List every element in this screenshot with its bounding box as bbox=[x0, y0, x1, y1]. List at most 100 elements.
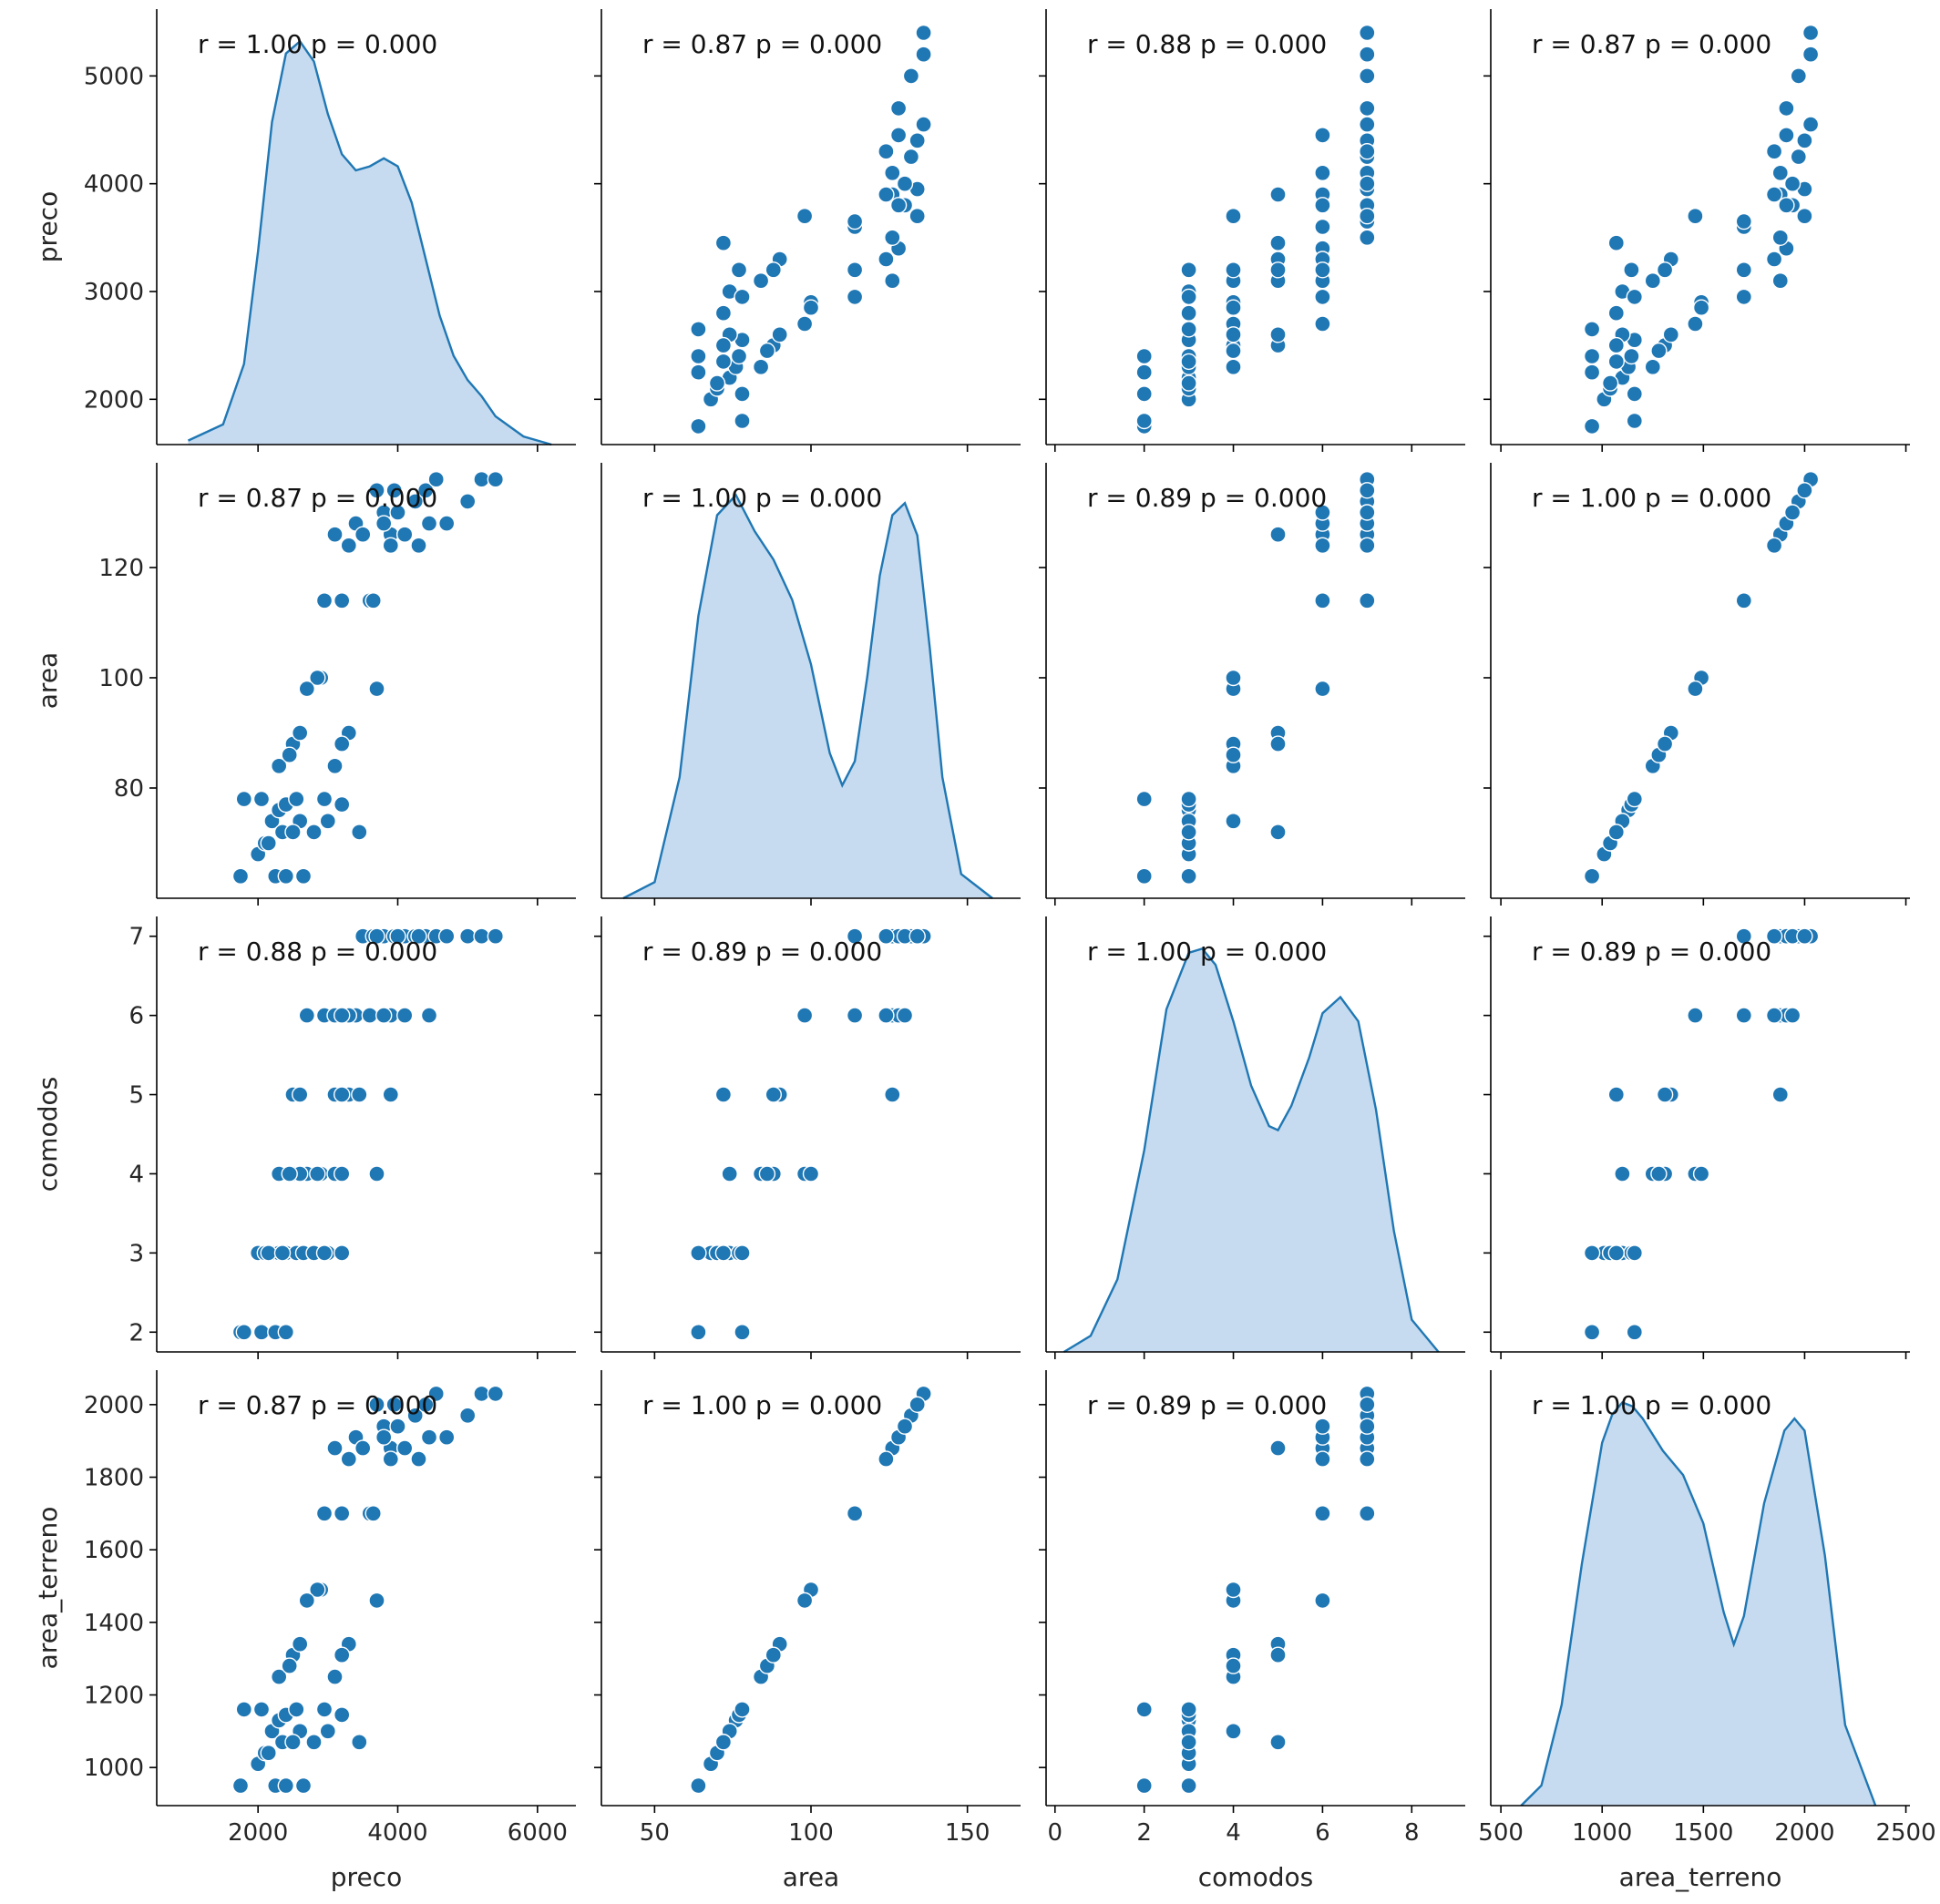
scatter-point-47 bbox=[364, 1505, 382, 1522]
scatter-point-44 bbox=[1314, 537, 1331, 554]
scatter-point-17 bbox=[1180, 790, 1197, 808]
scatter-point-34 bbox=[334, 735, 351, 752]
y-tick-label: 1000 bbox=[84, 1755, 144, 1782]
scatter-point-4 bbox=[1583, 1324, 1601, 1341]
scatter-point-16 bbox=[714, 353, 733, 371]
scatter-point-11 bbox=[1180, 867, 1197, 885]
scatter-point-36 bbox=[315, 1505, 334, 1522]
scatter-point-48 bbox=[889, 197, 908, 214]
scatter-point-25 bbox=[796, 207, 814, 225]
panel-preco-vs-area: r = 0.87 p = 0.000 bbox=[594, 9, 1021, 452]
scatter-point-44 bbox=[878, 251, 895, 268]
y-axis-label-area: area bbox=[33, 652, 63, 709]
scatter-point-52 bbox=[908, 132, 926, 149]
scatter-point-4 bbox=[690, 347, 707, 365]
scatter-point-37 bbox=[326, 526, 344, 543]
scatter-point-10 bbox=[288, 1701, 305, 1718]
scatter-point-11 bbox=[690, 321, 707, 338]
scatter-point-43 bbox=[896, 1007, 914, 1024]
scatter-point-11 bbox=[294, 867, 313, 885]
scatter-point-4 bbox=[277, 1324, 294, 1341]
scatter-point-40 bbox=[382, 1450, 399, 1468]
panel-area-vs-comodos: r = 0.89 p = 0.000 bbox=[1039, 463, 1465, 906]
panel-area_terreno-vs-area_terreno: 500 1000 1500 2000 2500 r = 1.00 p = 0.000 bbox=[1478, 1370, 1936, 1847]
scatter-point-35 bbox=[796, 315, 814, 333]
scatter-point-53 bbox=[1801, 116, 1820, 133]
scatter-point-50 bbox=[396, 526, 414, 543]
correlation-annotation: r = 0.89 p = 0.000 bbox=[1532, 937, 1771, 967]
x-tick-label: 4000 bbox=[367, 1819, 427, 1847]
scatter-point-35 bbox=[1687, 315, 1704, 333]
scatter-point-35 bbox=[1314, 1592, 1331, 1610]
scatter-point-26 bbox=[802, 299, 820, 316]
x-tick-label: 500 bbox=[1478, 1819, 1524, 1847]
scatter-point-48 bbox=[375, 1428, 393, 1446]
scatter-point-4 bbox=[1135, 347, 1153, 365]
scatter-point-43 bbox=[1783, 1007, 1801, 1024]
scatter-point-43 bbox=[375, 1007, 393, 1024]
panel-preco-vs-area_terreno: r = 0.87 p = 0.000 bbox=[1483, 9, 1910, 452]
y-tick-label: 2 bbox=[128, 1319, 144, 1346]
scatter-point-59 bbox=[1359, 537, 1376, 554]
scatter-point-25 bbox=[368, 1592, 385, 1610]
scatter-point-35 bbox=[1314, 315, 1331, 333]
scatter-point-29 bbox=[1662, 326, 1680, 343]
scatter-point-40 bbox=[382, 537, 399, 554]
scatter-point-23 bbox=[334, 1165, 351, 1182]
correlation-annotation: r = 0.89 p = 0.000 bbox=[642, 937, 882, 967]
scatter-point-15 bbox=[260, 834, 277, 852]
scatter-point-25 bbox=[1225, 207, 1242, 225]
scatter-point-32 bbox=[351, 1734, 368, 1751]
scatter-point-12 bbox=[1180, 304, 1197, 322]
scatter-point-58 bbox=[1359, 175, 1376, 192]
scatter-point-58 bbox=[389, 1418, 406, 1435]
scatter-point-34 bbox=[1656, 1086, 1674, 1103]
scatter-point-2 bbox=[252, 1324, 271, 1341]
scatter-point-26 bbox=[1225, 669, 1242, 687]
scatter-point-17 bbox=[734, 1244, 751, 1262]
x-tick-label: 50 bbox=[640, 1819, 670, 1847]
scatter-point-0 bbox=[690, 417, 707, 435]
scatter-point-54 bbox=[889, 99, 908, 118]
scatter-point-56 bbox=[473, 927, 490, 945]
scatter-point-25 bbox=[368, 680, 385, 698]
scatter-point-45 bbox=[1735, 1007, 1753, 1024]
scatter-point-9 bbox=[730, 347, 748, 365]
scatter-point-12 bbox=[305, 1734, 323, 1751]
scatter-point-58 bbox=[1359, 504, 1376, 521]
scatter-point-17 bbox=[1180, 288, 1197, 306]
scatter-point-11 bbox=[1180, 321, 1197, 338]
scatter-point-39 bbox=[361, 1007, 378, 1024]
scatter-point-45 bbox=[334, 1007, 351, 1024]
scatter-point-16 bbox=[714, 1244, 733, 1262]
scatter-point-18 bbox=[271, 1668, 288, 1685]
scatter-point-32 bbox=[714, 1086, 733, 1103]
scatter-point-59 bbox=[1765, 537, 1783, 554]
scatter-point-27 bbox=[1225, 1657, 1242, 1674]
scatter-point-4 bbox=[277, 1776, 294, 1795]
y-tick-label: 7 bbox=[128, 924, 144, 951]
scatter-point-26 bbox=[1692, 299, 1710, 316]
scatter-point-52 bbox=[1796, 132, 1813, 149]
scatter-point-42 bbox=[1778, 127, 1795, 144]
scatter-point-42 bbox=[420, 515, 438, 532]
scatter-point-35 bbox=[298, 1007, 315, 1024]
scatter-point-41 bbox=[1314, 164, 1331, 182]
x-axis-label-area_terreno: area_terreno bbox=[1619, 1862, 1782, 1892]
kde-line-area bbox=[622, 493, 993, 900]
scatter-point-39 bbox=[1314, 218, 1331, 236]
scatter-point-3 bbox=[1583, 363, 1601, 381]
scatter-point-47 bbox=[1735, 927, 1753, 945]
scatter-point-60 bbox=[1359, 207, 1376, 225]
scatter-point-34 bbox=[334, 1646, 351, 1663]
scatter-point-60 bbox=[368, 482, 385, 499]
scatter-point-58 bbox=[389, 927, 406, 945]
scatter-point-2 bbox=[1626, 1324, 1644, 1341]
kde-fill-area_terreno bbox=[1521, 1402, 1876, 1806]
scatter-point-17 bbox=[315, 790, 334, 808]
y-tick-label: 4 bbox=[128, 1161, 144, 1188]
scatter-point-42 bbox=[420, 1428, 438, 1446]
scatter-point-51 bbox=[902, 148, 920, 166]
scatter-point-60 bbox=[1796, 482, 1813, 499]
scatter-point-17 bbox=[315, 1244, 334, 1262]
